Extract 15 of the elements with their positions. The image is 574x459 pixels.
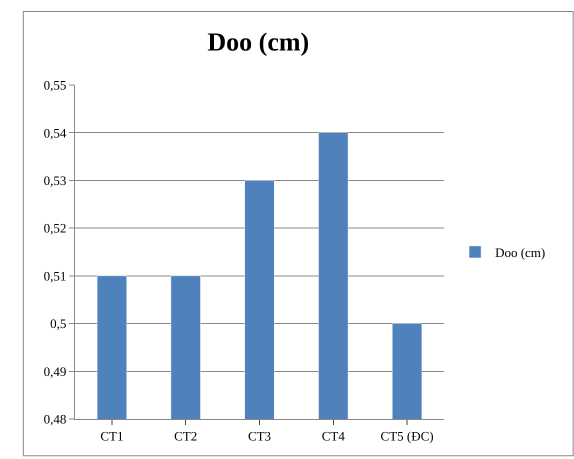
y-tick-label: 0,48 <box>44 412 66 427</box>
y-tick-label: 0,55 <box>44 78 66 93</box>
x-tick-label: CT5 (ĐC) <box>380 428 434 444</box>
y-tick-label: 0,52 <box>44 220 66 236</box>
x-tick-label: CT2 <box>174 428 198 444</box>
legend-label: Doo (cm) <box>495 245 546 260</box>
y-tick-label: 0,54 <box>44 125 67 140</box>
y-tick-label: 0,51 <box>44 268 66 284</box>
x-tick-label: CT1 <box>100 428 124 444</box>
chart-title: Doo (cm) <box>207 27 310 56</box>
y-tick-label: 0,49 <box>44 364 66 379</box>
x-tick-label: CT3 <box>248 428 272 444</box>
y-tick-label: 0,53 <box>44 172 66 188</box>
y-tick-label: 0,5 <box>50 316 66 332</box>
x-tick-label: CT4 <box>322 428 346 444</box>
